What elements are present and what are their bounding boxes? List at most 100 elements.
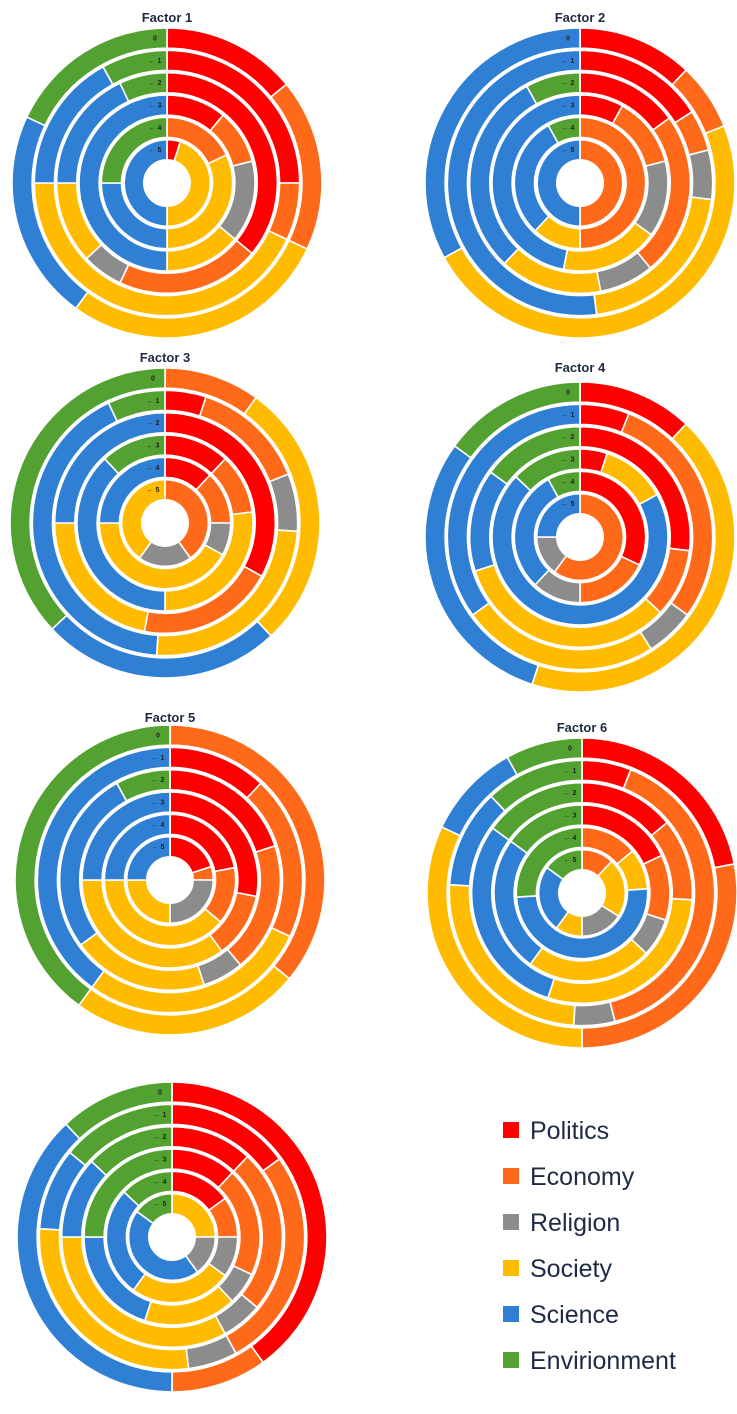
- ring-label: 0: [566, 390, 570, 397]
- ring-2-segment-envirionment: [115, 768, 171, 803]
- legend-item-economy: Economy: [503, 1163, 635, 1191]
- ring-label: ← 2: [152, 777, 165, 784]
- legend-swatch: [503, 1260, 519, 1276]
- ring-2-segment-envirionment: [90, 1125, 173, 1177]
- ring-1-segment-religion: [572, 1001, 616, 1027]
- ring-label: 0: [151, 376, 155, 383]
- ring-2-segment-envirionment: [491, 781, 583, 842]
- ring-label: ← 1: [562, 412, 575, 419]
- legend-label: Science: [530, 1301, 619, 1329]
- ring-1-segment-science: [446, 49, 598, 317]
- ring-label: ← 2: [562, 434, 575, 441]
- ring-3-segment-envirionment: [509, 804, 583, 855]
- ring-4-segment-science: [98, 456, 166, 524]
- ring-4-segment-science: [515, 888, 649, 960]
- chart-title: Factor 4: [555, 360, 606, 375]
- ring-5-segment-science: [536, 138, 581, 228]
- legend: Politics Economy Religion Society Science Env…: [503, 1117, 676, 1375]
- ring-label: ← 4: [564, 835, 577, 842]
- ring-5-segment-science: [535, 492, 581, 538]
- ring-0-segment-envirionment: [25, 27, 168, 127]
- ring-label: ← 3: [149, 103, 162, 110]
- ring-label: ← 5: [152, 844, 165, 851]
- legend-swatch: [503, 1122, 519, 1138]
- ring-5-segment-economy: [553, 492, 625, 582]
- ring-5-segment-society: [166, 140, 212, 228]
- donut-chart-1: Factor 1 0 ← 1 ← 2 ← 3 ← 4 ← 5: [11, 10, 323, 339]
- ring-label: ← 4: [154, 1179, 167, 1186]
- ring-label: ← 5: [562, 501, 575, 508]
- ring-label: ← 4: [562, 125, 575, 132]
- ring-3-segment-science: [78, 94, 168, 272]
- ring-label: ← 1: [152, 755, 165, 762]
- legend-label: Politics: [530, 1117, 609, 1145]
- charts-layer: Factor 1 0 ← 1 ← 2 ← 3 ← 4 ← 5 Factor 2 0 ← 1 ← 2 ←…: [9, 10, 737, 1393]
- ring-1-segment-envirionment: [102, 49, 168, 86]
- ring-label: ← 2: [562, 80, 575, 87]
- ring-1-segment-science: [36, 746, 171, 989]
- ring-0-segment-envirionment: [64, 1081, 173, 1140]
- ring-label: ← 1: [564, 768, 577, 775]
- ring-label: ← 3: [147, 443, 160, 450]
- legend-item-politics: Politics: [503, 1117, 609, 1145]
- legend-label: Economy: [530, 1163, 635, 1191]
- ring-5-segment-envirionment: [545, 848, 583, 881]
- ring-4-segment-envirionment: [100, 116, 168, 184]
- ring-4-segment-science: [103, 813, 171, 881]
- ring-label: ← 1: [562, 58, 575, 65]
- ring-4-segment-economy: [579, 116, 647, 250]
- legend-swatch: [503, 1306, 519, 1322]
- ring-label: ← 5: [564, 857, 577, 864]
- ring-label: ← 2: [149, 80, 162, 87]
- donut-chart-7: Factor 70← 1← 2← 3← 4← 5: [16, 1080, 328, 1393]
- legend-label: Society: [530, 1255, 612, 1283]
- donut-chart-6: Factor 6 0 ← 1 ← 2 ← 3 ← 4 ← 5: [426, 720, 737, 1049]
- ring-label: 0: [153, 36, 157, 43]
- ring-label: ← 2: [154, 1134, 167, 1141]
- ring-0-segment-envirionment: [9, 367, 166, 631]
- ring-3-segment-envirionment: [103, 434, 166, 475]
- ring-4-segment-envirionment: [547, 116, 581, 145]
- ring-label: 0: [566, 36, 570, 43]
- chart-title: Factor 1: [142, 10, 193, 25]
- legend-item-envirionment: Envirionment: [503, 1347, 676, 1375]
- ring-2-segment-science: [53, 411, 166, 524]
- ring-label: ← 3: [562, 457, 575, 464]
- chart-title: Factor 5: [145, 710, 196, 725]
- donut-chart-2: Factor 2 0 ← 1 ← 2 ← 3 ← 4 ← 5: [424, 10, 736, 339]
- ring-3-segment-science: [81, 791, 171, 881]
- ring-label: 0: [568, 746, 572, 753]
- ring-5-segment-science: [127, 1210, 199, 1282]
- ring-label: ← 3: [152, 800, 165, 807]
- ring-1-segment-science: [446, 403, 581, 617]
- ring-1-segment-religion: [688, 149, 714, 201]
- legend-swatch: [503, 1214, 519, 1230]
- ring-0-segment-envirionment: [14, 724, 171, 1007]
- ring-5-segment-economy: [579, 138, 624, 228]
- legend-swatch: [503, 1352, 519, 1368]
- ring-4-segment-envirionment: [122, 1170, 173, 1207]
- ring-label: ← 4: [562, 479, 575, 486]
- ring-4-segment-envirionment: [515, 826, 583, 898]
- donut-chart-4: Factor 4 0 ← 1 ← 2 ← 3 ← 4 ← 5: [424, 360, 736, 693]
- ring-1-segment-envirionment: [68, 1103, 173, 1167]
- donut-chart-5: Factor 5 0 ← 1 ← 2 ← 3 ← 4 ← 5: [14, 710, 326, 1036]
- ring-3-segment-envirionment: [83, 1148, 173, 1238]
- ring-0-segment-envirionment: [453, 381, 581, 459]
- ring-5-segment-society: [120, 478, 166, 560]
- ring-3-segment-envirionment: [514, 448, 581, 492]
- legend-item-science: Science: [503, 1301, 619, 1329]
- ring-2-segment-envirionment: [489, 425, 581, 486]
- ring-label: ← 1: [149, 58, 162, 65]
- legend-item-religion: Religion: [503, 1209, 620, 1237]
- chart-title: Factor 3: [140, 350, 191, 365]
- ring-1-segment-envirionment: [107, 389, 166, 423]
- ring-0-segment-envirionment: [506, 737, 583, 776]
- ring-2-segment-envirionment: [525, 71, 581, 106]
- ring-4-segment-envirionment: [547, 470, 581, 499]
- legend-label: Religion: [530, 1209, 620, 1237]
- ring-label: 0: [158, 1090, 162, 1097]
- ring-label: ← 5: [149, 147, 162, 154]
- ring-1-segment-envirionment: [490, 759, 583, 813]
